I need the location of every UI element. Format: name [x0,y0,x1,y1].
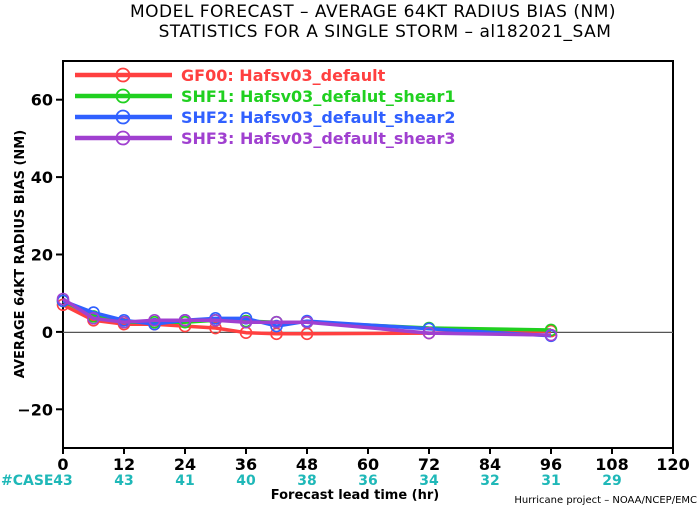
data-point [209,321,222,335]
case-count: 29 [602,473,621,489]
legend-marker [115,130,131,146]
case-count: 43 [114,473,133,489]
x-tick-label: 60 [357,455,379,474]
case-count: 31 [541,473,560,489]
case-count: 36 [358,473,377,489]
legend-marker [115,109,131,125]
data-point [270,315,283,329]
case-count: 40 [236,473,256,489]
y-tick-label: −20 [17,400,53,419]
case-count: 34 [419,473,439,489]
y-axis-ticks: −20 0 20 40 60 [17,91,63,419]
legend-label: SHF3: Hafsv03_default_shear3 [181,129,455,148]
series-line [62,297,552,337]
x-axis-ticks: 0 12 24 36 48 60 72 84 96 108 120 [57,448,690,474]
data-point [300,315,314,329]
case-count: 32 [480,473,499,489]
y-tick-label: 20 [31,246,53,265]
x-tick-label: 0 [57,455,68,474]
x-tick-label: 84 [479,455,501,474]
case-count: 41 [175,473,194,489]
data-point [56,292,70,306]
credit-text: Hurricane project – NOAA/NCEP/EMC [514,495,697,506]
chart-title: MODEL FORECAST – AVERAGE 64KT RADIUS BIA… [130,2,616,22]
case-count: 38 [297,473,316,489]
legend-marker [115,88,131,104]
x-tick-label: 36 [235,455,257,474]
y-tick-label: 40 [31,168,53,187]
series-group [56,292,558,343]
x-tick-label: 24 [174,455,196,474]
legend-marker [115,67,131,83]
data-point [209,313,222,327]
x-tick-label: 96 [540,455,562,474]
y-tick-label: 0 [42,323,53,342]
legend-label: SHF1: Hafsv03_defalut_shear1 [181,87,455,106]
legend-label: GF00: Hafsv03_default [181,66,386,85]
data-point [87,312,100,325]
y-tick-label: 60 [31,91,53,110]
data-point [178,313,192,327]
series-line [62,303,552,336]
data-point [148,313,161,327]
series-3 [56,292,558,342]
case-count: 43 [53,473,72,489]
x-tick-label: 48 [296,455,318,474]
y-axis-label: AVERAGE 64KT RADIUS BIAS (NM) [13,130,28,378]
data-point [117,315,131,329]
series-line [62,299,552,338]
x-tick-label: 108 [595,455,628,474]
data-point [422,326,436,340]
legend: GF00: Hafsv03_default SHF1: Hafsv03_defal… [75,66,455,148]
data-point [544,328,558,342]
case-counts: #CASE 43 43 41 40 38 36 34 32 31 29 [1,473,622,489]
x-tick-label: 72 [418,455,440,474]
data-point [239,315,253,329]
chart-subtitle: STATISTICS FOR A SINGLE STORM – al182021… [159,22,612,42]
case-label: #CASE [1,473,54,489]
x-tick-label: 12 [113,455,135,474]
x-axis-label: Forecast lead time (hr) [271,488,439,503]
x-tick-label: 120 [656,455,689,474]
legend-label: SHF2: Hafsv03_default_shear2 [181,108,455,127]
